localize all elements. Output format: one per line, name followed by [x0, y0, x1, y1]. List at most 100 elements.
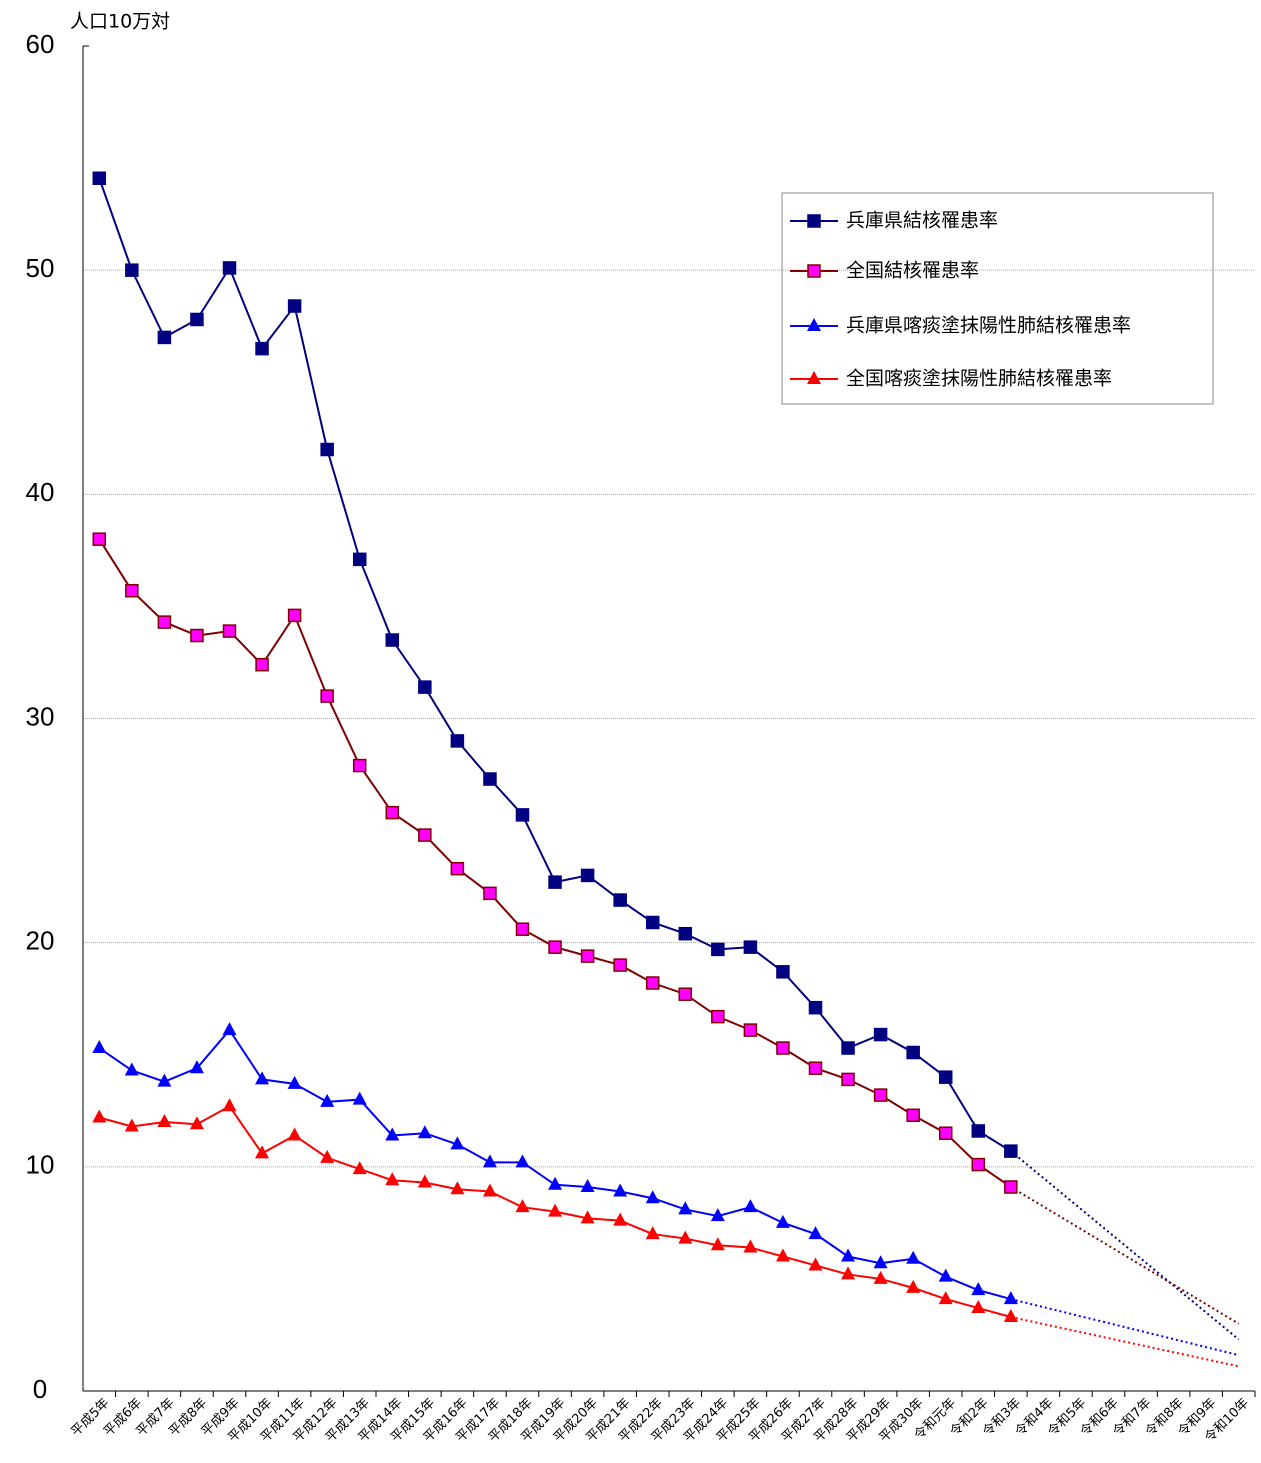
data-point [189, 1060, 204, 1074]
data-point [711, 942, 725, 957]
data-point [938, 1126, 953, 1140]
data-point [906, 1279, 921, 1293]
data-point [157, 615, 172, 629]
y-tick-label: 0 [33, 1374, 47, 1404]
data-point [125, 263, 139, 277]
data-point [255, 341, 269, 356]
legend-label: 全国結核罹患率 [846, 260, 979, 282]
data-point [352, 758, 367, 773]
data-point [450, 861, 465, 876]
data-point [385, 1172, 400, 1186]
data-point [385, 633, 400, 647]
data-point [938, 1291, 953, 1305]
data-point [645, 1226, 660, 1240]
data-point [157, 1073, 172, 1087]
data-point [743, 1023, 758, 1037]
data-point [482, 1154, 497, 1168]
data-point [645, 976, 660, 990]
data-point [190, 628, 204, 643]
data-point [906, 1250, 921, 1264]
data-point [352, 552, 367, 567]
forecast-line [1010, 1298, 1239, 1357]
data-point [613, 893, 627, 907]
legend-marker [807, 264, 821, 278]
data-point [808, 1257, 823, 1271]
data-point [743, 940, 758, 954]
data-point [92, 532, 107, 546]
data-point [222, 261, 237, 275]
data-point [776, 1041, 790, 1055]
data-point [971, 1282, 986, 1296]
data-point [515, 1154, 530, 1168]
data-point [841, 1266, 856, 1280]
data-point [222, 1098, 237, 1112]
data-point [678, 987, 693, 1001]
y-tick-label: 20 [26, 926, 55, 956]
data-point [971, 1124, 986, 1138]
data-point [580, 1179, 595, 1193]
data-point [515, 922, 530, 936]
data-point [157, 1114, 172, 1127]
data-point [580, 949, 595, 963]
data-point [189, 1116, 204, 1130]
data-point [906, 1108, 920, 1123]
legend-label: 兵庫県喀痰塗抹陽性肺結核罹患率 [846, 314, 1131, 337]
data-point [124, 1062, 139, 1076]
data-point [971, 1157, 986, 1172]
data-point [873, 1027, 888, 1042]
data-point [841, 1248, 856, 1262]
data-point [548, 875, 562, 889]
data-point [92, 1109, 107, 1123]
data-point [222, 624, 237, 638]
data-point [548, 1176, 563, 1190]
data-point [450, 734, 465, 748]
legend-box [781, 192, 1214, 405]
data-point [1004, 1180, 1018, 1194]
legend-marker [807, 371, 821, 384]
data-point [580, 868, 595, 883]
data-point [645, 1190, 660, 1204]
legend-label: 全国喀痰塗抹陽性肺結核罹患率 [846, 367, 1112, 390]
legend-label: 兵庫県結核罹患率 [846, 210, 998, 232]
data-point [352, 1091, 367, 1105]
legend-marker [807, 214, 821, 228]
data-point [841, 1072, 855, 1087]
y-tick-label: 60 [26, 29, 55, 59]
data-point [711, 1009, 725, 1024]
data-point [710, 1208, 725, 1222]
data-point [678, 926, 693, 941]
y-tick-label: 40 [26, 477, 55, 507]
data-point [482, 1183, 497, 1197]
data-point [190, 312, 204, 327]
legend-marker [807, 318, 821, 331]
data-point [320, 442, 334, 457]
data-point [808, 1061, 823, 1075]
data-point [808, 1000, 823, 1015]
data-point [515, 808, 530, 822]
data-point [580, 1210, 595, 1224]
data-point [92, 171, 107, 186]
data-point [743, 1239, 758, 1253]
data-point [548, 1203, 563, 1217]
data-point [287, 299, 302, 313]
data-point [841, 1041, 855, 1055]
data-point [873, 1270, 888, 1284]
data-point [873, 1088, 888, 1102]
data-point [483, 772, 497, 786]
data-point [971, 1300, 986, 1314]
data-point [743, 1199, 758, 1213]
data-point [255, 1071, 270, 1085]
data-point [776, 965, 790, 979]
data-point [450, 1136, 465, 1150]
data-point [678, 1230, 693, 1244]
data-point [1004, 1144, 1018, 1158]
y-axis-label: 人口10万対 [70, 11, 170, 33]
data-point [450, 1181, 465, 1195]
data-point [287, 1075, 302, 1089]
data-point [255, 1145, 270, 1159]
data-point [287, 1127, 302, 1141]
data-point [938, 1070, 953, 1084]
data-point [255, 657, 269, 672]
data-point [613, 958, 627, 972]
